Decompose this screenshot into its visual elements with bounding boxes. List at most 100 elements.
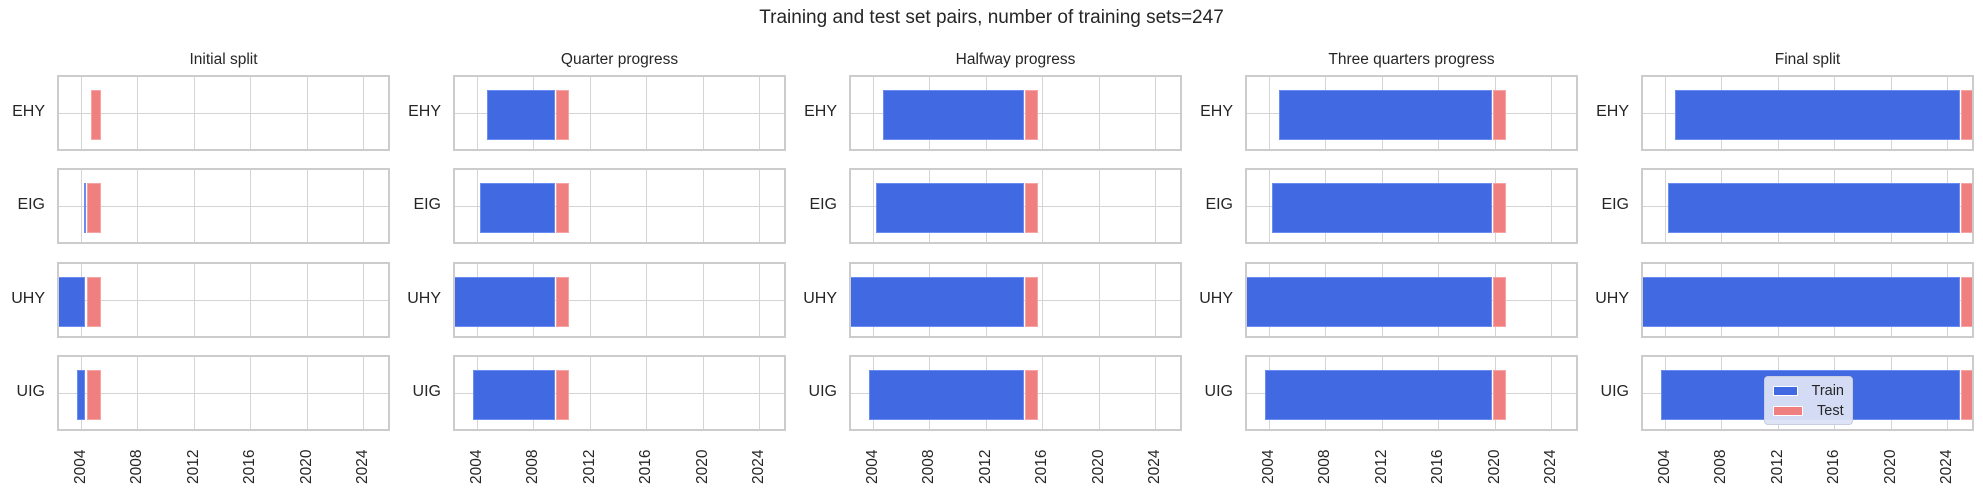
y-tick-label: UHY xyxy=(407,290,441,307)
test-bar xyxy=(1025,183,1039,233)
x-tick-label: 2016 xyxy=(637,449,655,484)
train-bar xyxy=(76,370,86,420)
test-bar xyxy=(1025,277,1039,327)
test-bar xyxy=(1493,183,1507,233)
subplot-axes xyxy=(849,355,1182,431)
y-gridline xyxy=(59,300,388,301)
y-tick-label: UIG xyxy=(412,383,441,400)
subplot-axes xyxy=(57,262,390,338)
y-gridline xyxy=(455,206,784,207)
x-tick-label: 2004 xyxy=(1655,449,1673,484)
subplot-axes xyxy=(849,262,1182,338)
y-tick-label: UIG xyxy=(16,383,45,400)
test-bar xyxy=(86,183,101,233)
x-tick-label: 2024 xyxy=(750,449,768,484)
x-tick-label: 2016 xyxy=(1825,449,1843,484)
x-tick-label: 2004 xyxy=(863,449,881,484)
y-tick-label: EHY xyxy=(12,103,45,120)
x-tick-label: 2024 xyxy=(1146,449,1164,484)
subplot-axes xyxy=(1641,75,1974,151)
y-tick-label: UHY xyxy=(1595,290,1629,307)
x-tick-label: 2008 xyxy=(128,449,146,484)
test-bar xyxy=(1025,90,1039,140)
x-tick-label: 2012 xyxy=(184,449,202,484)
test-bar xyxy=(86,277,101,327)
figure-suptitle: Training and test set pairs, number of t… xyxy=(759,7,1224,28)
y-gridline xyxy=(455,393,784,394)
subplot-axes xyxy=(1245,355,1578,431)
subplot-axes xyxy=(849,168,1182,244)
x-tick-label: 2024 xyxy=(1938,449,1956,484)
panel-title: Initial split xyxy=(189,51,258,68)
y-tick-label: UIG xyxy=(808,383,837,400)
test-bar xyxy=(1493,277,1507,327)
subplot-axes xyxy=(1641,168,1974,244)
x-tick-label: 2004 xyxy=(467,449,485,484)
test-bar xyxy=(556,277,569,327)
test-bar xyxy=(1961,277,1972,327)
subplot-axes xyxy=(453,168,786,244)
legend-swatch-icon xyxy=(1773,406,1803,416)
y-gridline xyxy=(455,113,784,114)
train-bar xyxy=(851,277,1024,327)
subplot-axes xyxy=(453,75,786,151)
train-bar xyxy=(455,277,555,327)
legend-swatch-icon xyxy=(1773,386,1798,396)
x-tick-label: 2012 xyxy=(580,449,598,484)
train-bar xyxy=(472,370,555,420)
y-tick-label: UIG xyxy=(1600,383,1629,400)
y-gridline xyxy=(455,300,784,301)
y-tick-label: UHY xyxy=(11,290,45,307)
train-bar xyxy=(1247,277,1492,327)
legend-label: Test xyxy=(1817,403,1844,419)
x-tick-label: 2016 xyxy=(241,449,259,484)
train-bar xyxy=(479,183,555,233)
train-bar xyxy=(1264,370,1492,420)
test-bar xyxy=(86,370,101,420)
train-bar xyxy=(1643,277,1960,327)
x-tick-label: 2004 xyxy=(71,449,89,484)
legend: Train Test xyxy=(1764,376,1853,425)
train-bar xyxy=(486,90,555,140)
x-tick-label: 2008 xyxy=(920,449,938,484)
panel-title: Quarter progress xyxy=(560,51,679,68)
test-bar xyxy=(1961,90,1972,140)
x-tick-label: 2008 xyxy=(524,449,542,484)
x-tick-label: 2020 xyxy=(297,449,315,484)
test-bar xyxy=(556,90,569,140)
legend-item: Test xyxy=(1773,401,1844,421)
x-tick-label: 2020 xyxy=(1089,449,1107,484)
test-bar xyxy=(1961,183,1972,233)
subplot-axes xyxy=(453,262,786,338)
y-gridline xyxy=(59,113,388,114)
test-bar xyxy=(1961,370,1972,420)
y-tick-label: UHY xyxy=(803,290,837,307)
y-tick-label: EIG xyxy=(1205,196,1233,213)
x-tick-label: 2016 xyxy=(1429,449,1447,484)
x-tick-label: 2008 xyxy=(1316,449,1334,484)
subplot-axes xyxy=(1641,262,1974,338)
subplot-axes xyxy=(1245,168,1578,244)
test-bar xyxy=(90,90,101,140)
x-tick-label: 2012 xyxy=(1372,449,1390,484)
test-bar xyxy=(556,183,569,233)
train-bar xyxy=(1278,90,1492,140)
train-bar xyxy=(875,183,1024,233)
panel-title: Three quarters progress xyxy=(1328,51,1495,68)
x-tick-label: 2024 xyxy=(354,449,372,484)
subplot-axes xyxy=(1245,75,1578,151)
y-gridline xyxy=(59,393,388,394)
train-bar xyxy=(1674,90,1960,140)
x-tick-label: 2020 xyxy=(693,449,711,484)
y-tick-label: EHY xyxy=(408,103,441,120)
y-tick-label: EIG xyxy=(809,196,837,213)
legend-label: Train xyxy=(1811,383,1845,399)
x-tick-label: 2024 xyxy=(1542,449,1560,484)
test-bar xyxy=(1025,370,1039,420)
y-gridline xyxy=(59,206,388,207)
test-bar xyxy=(1493,90,1507,140)
train-bar xyxy=(83,183,86,233)
subplot-axes xyxy=(849,75,1182,151)
y-tick-label: UHY xyxy=(1199,290,1233,307)
x-tick-label: 2020 xyxy=(1881,449,1899,484)
